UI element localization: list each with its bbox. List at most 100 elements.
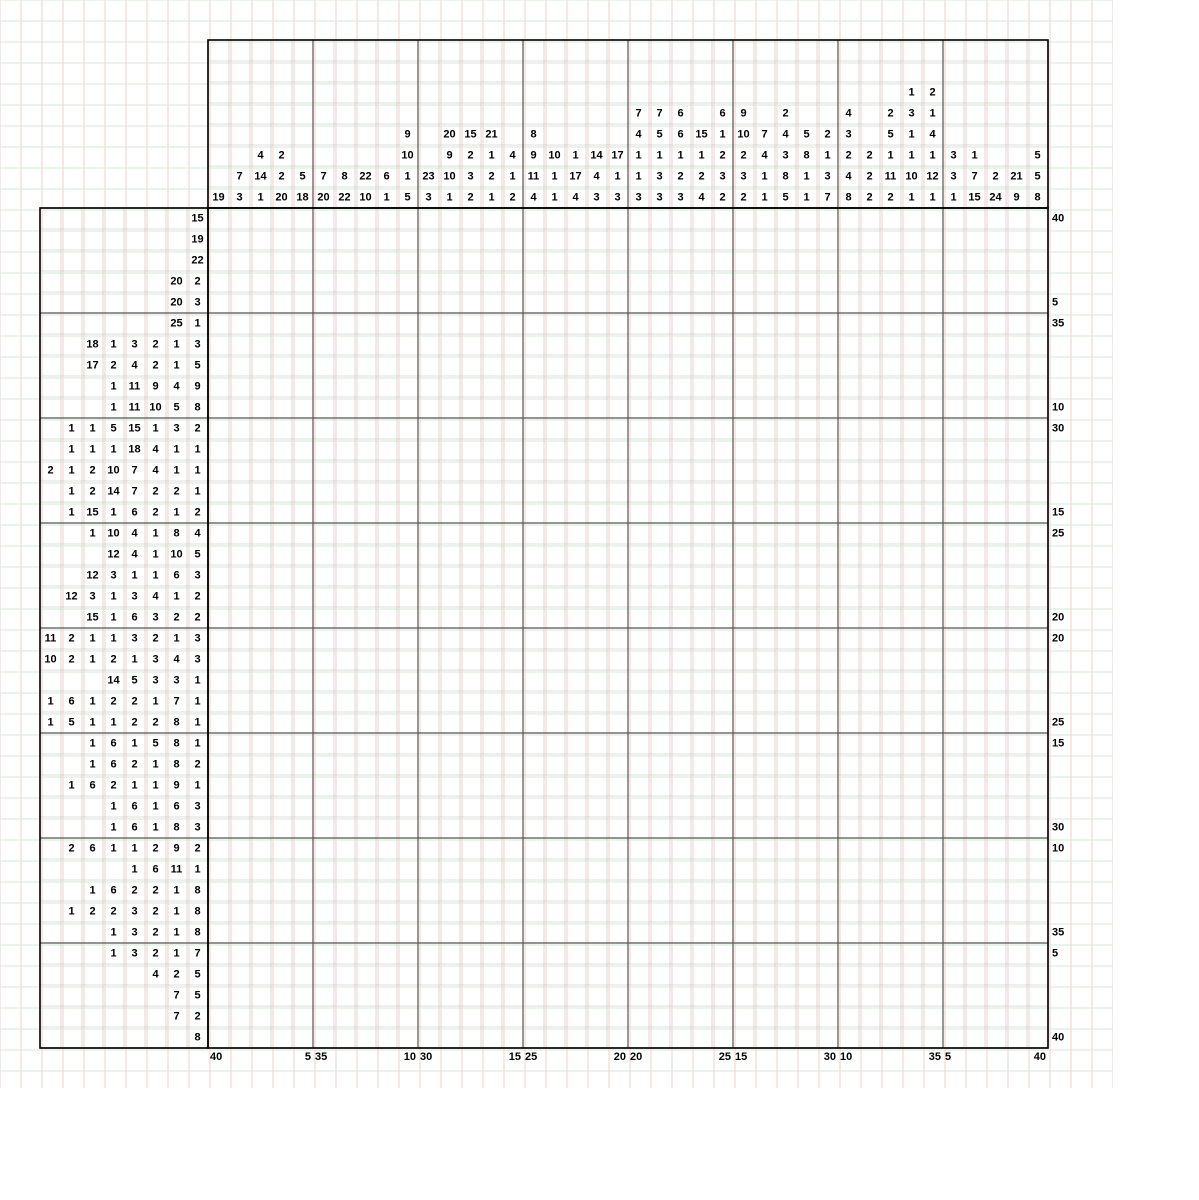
- top-clue: 9: [530, 150, 536, 162]
- left-clue: 4: [131, 360, 138, 372]
- bottom-axis-label: 40: [210, 1051, 222, 1063]
- top-clue: 4: [530, 192, 537, 204]
- left-clue: 1: [89, 654, 95, 666]
- top-clue: 1: [761, 192, 767, 204]
- top-clue: 14: [254, 171, 267, 183]
- top-clue: 10: [548, 150, 560, 162]
- left-clue: 3: [194, 654, 200, 666]
- left-clue: 19: [191, 234, 203, 246]
- left-clue: 3: [194, 633, 200, 645]
- top-clue: 4: [929, 129, 936, 141]
- top-clue: 1: [677, 150, 683, 162]
- left-clue: 1: [110, 612, 116, 624]
- left-clue: 15: [86, 612, 98, 624]
- top-clue: 9: [740, 108, 746, 120]
- left-clue: 2: [194, 507, 200, 519]
- left-clue: 2: [194, 423, 200, 435]
- top-clue: 3: [950, 171, 956, 183]
- left-clue: 6: [131, 612, 137, 624]
- left-clue: 2: [110, 906, 116, 918]
- top-clue: 5: [887, 129, 893, 141]
- top-clue: 8: [782, 171, 788, 183]
- right-sum: 40: [1052, 1032, 1064, 1044]
- left-clue: 2: [173, 486, 179, 498]
- left-clue: 1: [68, 423, 74, 435]
- left-clue: 5: [173, 402, 179, 414]
- left-clue: 1: [89, 738, 95, 750]
- left-clue: 1: [152, 801, 158, 813]
- top-clue: 9: [1013, 192, 1019, 204]
- top-clue: 2: [824, 129, 830, 141]
- top-clue: 4: [761, 150, 768, 162]
- left-clue: 2: [68, 654, 74, 666]
- left-clue: 5: [194, 969, 200, 981]
- left-clue: 1: [152, 780, 158, 792]
- left-clue: 20: [170, 276, 182, 288]
- top-clue: 2: [740, 192, 746, 204]
- top-clue: 6: [719, 108, 725, 120]
- left-clue: 1: [131, 738, 137, 750]
- top-clue: 15: [695, 129, 707, 141]
- left-clue: 2: [110, 780, 116, 792]
- left-clue: 4: [152, 465, 159, 477]
- left-clue: 2: [152, 633, 158, 645]
- top-clue: 21: [1010, 171, 1022, 183]
- right-sum: 30: [1052, 822, 1064, 834]
- left-clue: 1: [194, 738, 200, 750]
- top-clue: 1: [950, 192, 956, 204]
- right-sum: 25: [1052, 717, 1064, 729]
- left-clue: 1: [110, 402, 116, 414]
- bottom-axis-label: 30: [420, 1051, 432, 1063]
- top-clue: 2: [278, 150, 284, 162]
- top-clue: 1: [929, 192, 935, 204]
- top-clue: 1: [509, 171, 515, 183]
- right-sum: 20: [1052, 633, 1064, 645]
- top-clue: 1: [257, 192, 263, 204]
- left-clue: 1: [131, 843, 137, 855]
- top-clue: 1: [971, 150, 977, 162]
- left-clue: 9: [194, 381, 200, 393]
- left-clue: 2: [194, 1011, 200, 1023]
- top-clue: 1: [803, 171, 809, 183]
- top-clue: 2: [992, 171, 998, 183]
- bottom-axis-label: 25: [525, 1051, 537, 1063]
- top-clue: 12: [926, 171, 938, 183]
- top-clue: 6: [677, 108, 683, 120]
- top-clue: 2: [866, 171, 872, 183]
- top-clue: 10: [401, 150, 413, 162]
- left-clue: 1: [89, 885, 95, 897]
- right-sum: 15: [1052, 507, 1064, 519]
- left-clue: 3: [194, 570, 200, 582]
- left-clue: 1: [110, 717, 116, 729]
- top-clue: 23: [422, 171, 434, 183]
- left-clue: 1: [173, 507, 179, 519]
- left-clue: 1: [173, 465, 179, 477]
- top-clue: 5: [1034, 171, 1040, 183]
- left-clue: 1: [173, 885, 179, 897]
- top-clue: 19: [212, 192, 224, 204]
- left-clue: 2: [173, 612, 179, 624]
- top-clue: 2: [866, 192, 872, 204]
- top-clue: 1: [908, 87, 914, 99]
- left-clue: 1: [68, 906, 74, 918]
- left-clue: 1: [131, 570, 137, 582]
- top-clue: 3: [635, 192, 641, 204]
- left-clue: 1: [194, 318, 200, 330]
- left-clue: 10: [107, 465, 119, 477]
- left-clue: 1: [68, 444, 74, 456]
- top-clue: 20: [275, 192, 287, 204]
- left-clue: 2: [194, 759, 200, 771]
- left-clue: 3: [131, 927, 137, 939]
- left-clue: 2: [131, 717, 137, 729]
- left-clue: 5: [68, 717, 74, 729]
- top-clue: 7: [971, 171, 977, 183]
- left-clue: 25: [170, 318, 182, 330]
- left-clue: 3: [89, 591, 95, 603]
- top-clue: 5: [656, 129, 662, 141]
- left-clue: 10: [44, 654, 56, 666]
- left-clue: 8: [194, 927, 200, 939]
- top-clue: 8: [1034, 192, 1040, 204]
- right-sum: 35: [1052, 927, 1064, 939]
- left-clue: 1: [194, 465, 200, 477]
- nonogram-svg: 1973414122205187208222210619101523320910…: [0, 0, 1113, 1088]
